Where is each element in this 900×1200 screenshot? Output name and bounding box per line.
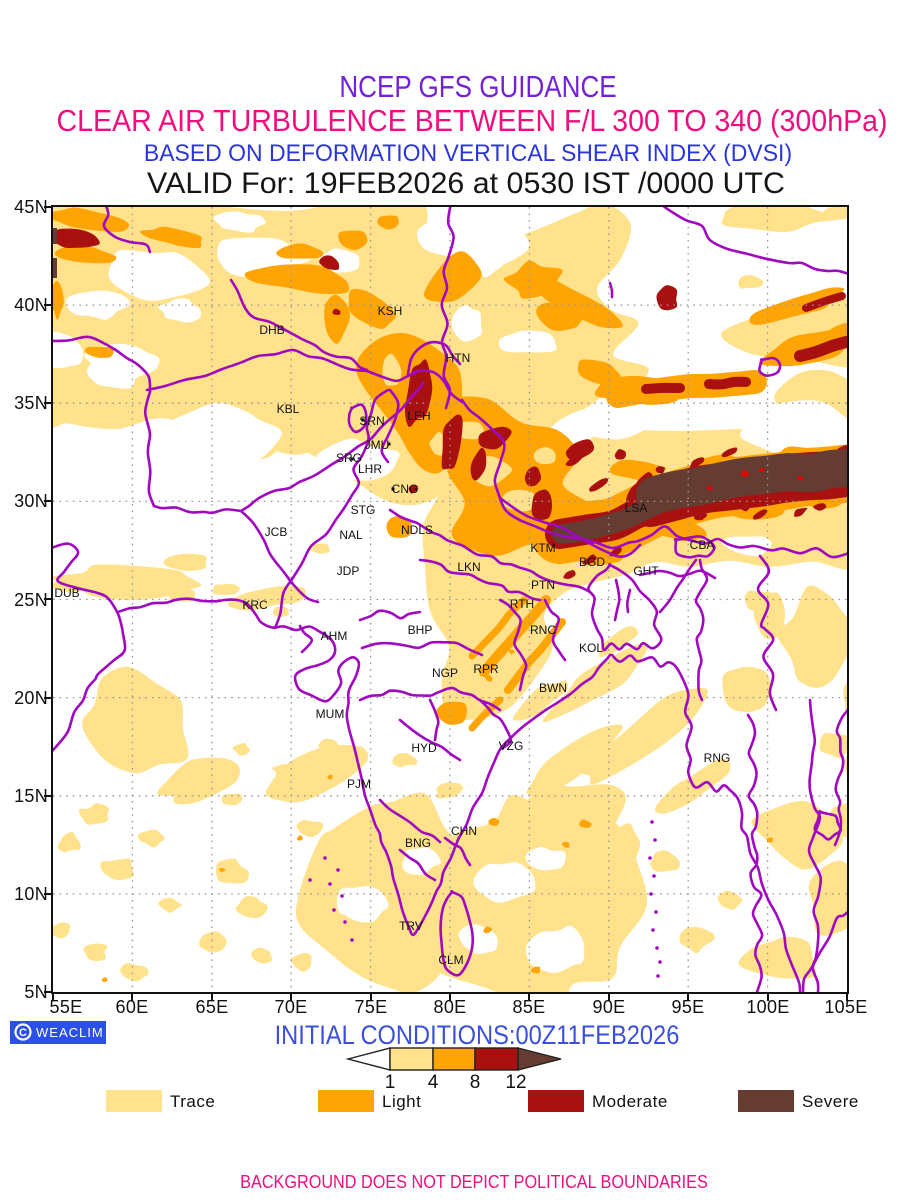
svg-text:GHT: GHT <box>633 564 659 578</box>
svg-text:DUB: DUB <box>54 586 79 600</box>
svg-text:HTN: HTN <box>446 351 471 365</box>
svg-text:AHM: AHM <box>321 629 348 643</box>
svg-text:BHP: BHP <box>408 623 433 637</box>
svg-text:BGD: BGD <box>579 555 605 569</box>
svg-text:SRG: SRG <box>336 451 362 465</box>
svg-text:LEH: LEH <box>407 409 430 423</box>
svg-text:NGP: NGP <box>432 666 458 680</box>
svg-text:CNG: CNG <box>392 482 419 496</box>
svg-text:PTN: PTN <box>531 578 555 592</box>
svg-text:PJM: PJM <box>347 777 371 791</box>
svg-text:CBA: CBA <box>690 538 715 552</box>
svg-text:NAL: NAL <box>339 528 363 542</box>
svg-text:NDLS: NDLS <box>401 523 433 537</box>
svg-text:BWN: BWN <box>539 681 567 695</box>
svg-text:JMU: JMU <box>365 438 390 452</box>
svg-text:SRN: SRN <box>359 414 384 428</box>
svg-text:TRV: TRV <box>399 919 423 933</box>
svg-text:DHB: DHB <box>259 323 284 337</box>
svg-text:HYD: HYD <box>411 741 437 755</box>
svg-text:KOL: KOL <box>579 641 603 655</box>
svg-text:C: C <box>19 1027 27 1039</box>
svg-text:LSA: LSA <box>625 501 648 515</box>
svg-text:LKN: LKN <box>457 560 480 574</box>
svg-text:RNC: RNC <box>530 623 556 637</box>
svg-text:VZG: VZG <box>499 739 524 753</box>
svg-text:JCB: JCB <box>265 525 288 539</box>
svg-text:RNG: RNG <box>704 751 731 765</box>
svg-text:RTH: RTH <box>510 597 534 611</box>
svg-text:MUM: MUM <box>316 707 345 721</box>
svg-text:CHN: CHN <box>451 824 477 838</box>
svg-text:KSH: KSH <box>378 304 403 318</box>
svg-text:BNG: BNG <box>405 836 431 850</box>
svg-text:STG: STG <box>351 503 376 517</box>
svg-text:JDP: JDP <box>337 564 360 578</box>
svg-text:KBL: KBL <box>277 402 300 416</box>
svg-text:RPR: RPR <box>473 662 499 676</box>
svg-text:KTM: KTM <box>530 541 555 555</box>
svg-text:LHR: LHR <box>358 462 382 476</box>
svg-text:CLM: CLM <box>438 953 463 967</box>
svg-text:KRC: KRC <box>242 598 268 612</box>
